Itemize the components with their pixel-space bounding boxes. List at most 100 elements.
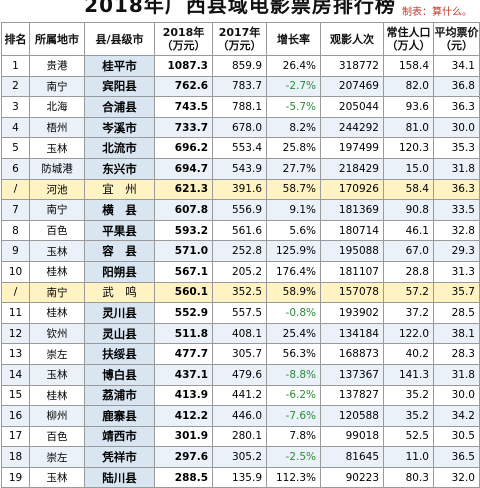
population-cell: 141.3	[383, 363, 434, 386]
county-cell: 灵山县	[84, 322, 155, 345]
city-cell: 钦州	[29, 322, 85, 345]
city-cell: 百色	[29, 219, 85, 242]
rank-cell: 11	[1, 302, 30, 324]
table-row: 19 玉林 陆川县 288.5 135.9 112.3% 90223 80.3 32.0	[1, 466, 480, 488]
population-cell: 81.0	[383, 116, 434, 139]
population-cell: 40.2	[383, 343, 434, 365]
county-cell: 岑溪市	[84, 116, 155, 139]
rank-cell: 4	[1, 116, 30, 139]
city-cell: 玉林	[29, 137, 85, 159]
viewers-cell: 218429	[320, 157, 384, 180]
viewers-cell: 181369	[320, 199, 384, 221]
viewers-cell: 137827	[320, 384, 384, 407]
county-cell: 靖西市	[84, 425, 155, 448]
avg-price-cell: 36.3	[433, 178, 480, 201]
box-office-2018-cell: 694.7	[154, 157, 213, 180]
box-office-2018-cell: 552.9	[154, 302, 213, 324]
box-office-2017-cell: 352.5	[212, 281, 267, 304]
column-header: 所属地市	[29, 22, 85, 56]
county-cell: 荔浦市	[84, 384, 155, 407]
growth-cell: -7.6%	[266, 405, 321, 427]
viewers-cell: 170926	[320, 178, 384, 201]
column-header: 平均票价 （元）	[433, 22, 480, 56]
table-row: 3 北海 合浦县 743.5 788.1 -5.7% 205044 93.6 36.3	[1, 96, 480, 118]
rank-cell: 2	[1, 75, 30, 98]
box-office-2018-cell: 560.1	[154, 281, 213, 304]
rank-cell: 13	[1, 343, 30, 365]
table-row: 4 梧州 岑溪市 733.7 678.0 8.2% 244292 81.0 30.0	[1, 116, 480, 139]
growth-cell: 8.2%	[266, 116, 321, 139]
avg-price-cell: 35.7	[433, 281, 480, 304]
box-office-2017-cell: 305.7	[212, 343, 267, 365]
table-row: 16 柳州 鹿寨县 412.2 446.0 -7.6% 120588 35.2 34.2	[1, 405, 480, 427]
table-row: 14 玉林 博白县 437.1 479.6 -8.8% 137367 141.3 31.8	[1, 363, 480, 386]
growth-cell: 27.7%	[266, 157, 321, 180]
county-cell: 阳朔县	[84, 260, 155, 283]
rank-cell: 3	[1, 96, 30, 118]
avg-price-cell: 32.0	[433, 466, 480, 488]
box-office-2017-cell: 252.8	[212, 240, 267, 262]
box-office-2017-cell: 859.9	[212, 55, 267, 77]
county-cell: 横 县	[84, 199, 155, 221]
box-office-2018-cell: 413.9	[154, 384, 213, 407]
growth-cell: 7.8%	[266, 425, 321, 448]
growth-cell: 9.1%	[266, 199, 321, 221]
viewers-cell: 99018	[320, 425, 384, 448]
avg-price-cell: 29.3	[433, 240, 480, 262]
rank-cell: 6	[1, 157, 30, 180]
city-cell: 玉林	[29, 240, 85, 262]
avg-price-cell: 31.8	[433, 157, 480, 180]
population-cell: 82.0	[383, 75, 434, 98]
avg-price-cell: 35.3	[433, 137, 480, 159]
rank-cell: 16	[1, 405, 30, 427]
avg-price-cell: 36.5	[433, 446, 480, 468]
population-cell: 46.1	[383, 219, 434, 242]
avg-price-cell: 31.3	[433, 260, 480, 283]
avg-price-cell: 34.1	[433, 55, 480, 77]
box-office-table: 排名 所属地市 县/县级市 2018年 （万元） 2017年 （万元） 增长率 观影人次 常住…	[1, 22, 480, 488]
growth-cell: -8.8%	[266, 363, 321, 386]
box-office-2017-cell: 205.2	[212, 260, 267, 283]
population-cell: 67.0	[383, 240, 434, 262]
avg-price-cell: 30.0	[433, 116, 480, 139]
box-office-2018-cell: 762.6	[154, 75, 213, 98]
box-office-2018-cell: 301.9	[154, 425, 213, 448]
box-office-2017-cell: 783.7	[212, 75, 267, 98]
header-row: 排名 所属地市 县/县级市 2018年 （万元） 2017年 （万元） 增长率 观影人次 常住…	[1, 22, 480, 56]
table-row: 2 南宁 宾阳县 762.6 783.7 -2.7% 207469 82.0 36.8	[1, 75, 480, 98]
viewers-cell: 195088	[320, 240, 384, 262]
population-cell: 15.0	[383, 157, 434, 180]
growth-cell: -2.5%	[266, 446, 321, 468]
growth-cell: -5.7%	[266, 96, 321, 118]
viewers-cell: 157078	[320, 281, 384, 304]
growth-cell: 26.4%	[266, 55, 321, 77]
table-row: / 河池宜 州 621.3 391.6 58.7% 170926 58.4 36.3	[1, 178, 480, 201]
viewers-cell: 180714	[320, 219, 384, 242]
growth-cell: -6.2%	[266, 384, 321, 407]
city-cell: 北海	[29, 96, 85, 118]
viewers-cell: 168873	[320, 343, 384, 365]
viewers-cell: 205044	[320, 96, 384, 118]
box-office-2017-cell: 446.0	[212, 405, 267, 427]
growth-cell: 112.3%	[266, 466, 321, 488]
box-office-2018-cell: 621.3	[154, 178, 213, 201]
box-office-2018-cell: 1087.3	[154, 55, 213, 77]
box-office-2018-cell: 511.8	[154, 322, 213, 345]
box-office-2018-cell: 743.5	[154, 96, 213, 118]
box-office-2018-cell: 288.5	[154, 466, 213, 488]
population-cell: 93.6	[383, 96, 434, 118]
growth-cell: 25.4%	[266, 322, 321, 345]
city-cell: 桂林	[29, 302, 85, 324]
box-office-2017-cell: 280.1	[212, 425, 267, 448]
box-office-2017-cell: 441.2	[212, 384, 267, 407]
box-office-2017-cell: 788.1	[212, 96, 267, 118]
viewers-cell: 197499	[320, 137, 384, 159]
viewers-cell: 81645	[320, 446, 384, 468]
city-cell: 百色	[29, 425, 85, 448]
box-office-2018-cell: 607.8	[154, 199, 213, 221]
growth-cell: 5.6%	[266, 219, 321, 242]
box-office-2018-cell: 733.7	[154, 116, 213, 139]
avg-price-cell: 36.8	[433, 75, 480, 98]
viewers-cell: 193902	[320, 302, 384, 324]
box-office-2018-cell: 571.0	[154, 240, 213, 262]
